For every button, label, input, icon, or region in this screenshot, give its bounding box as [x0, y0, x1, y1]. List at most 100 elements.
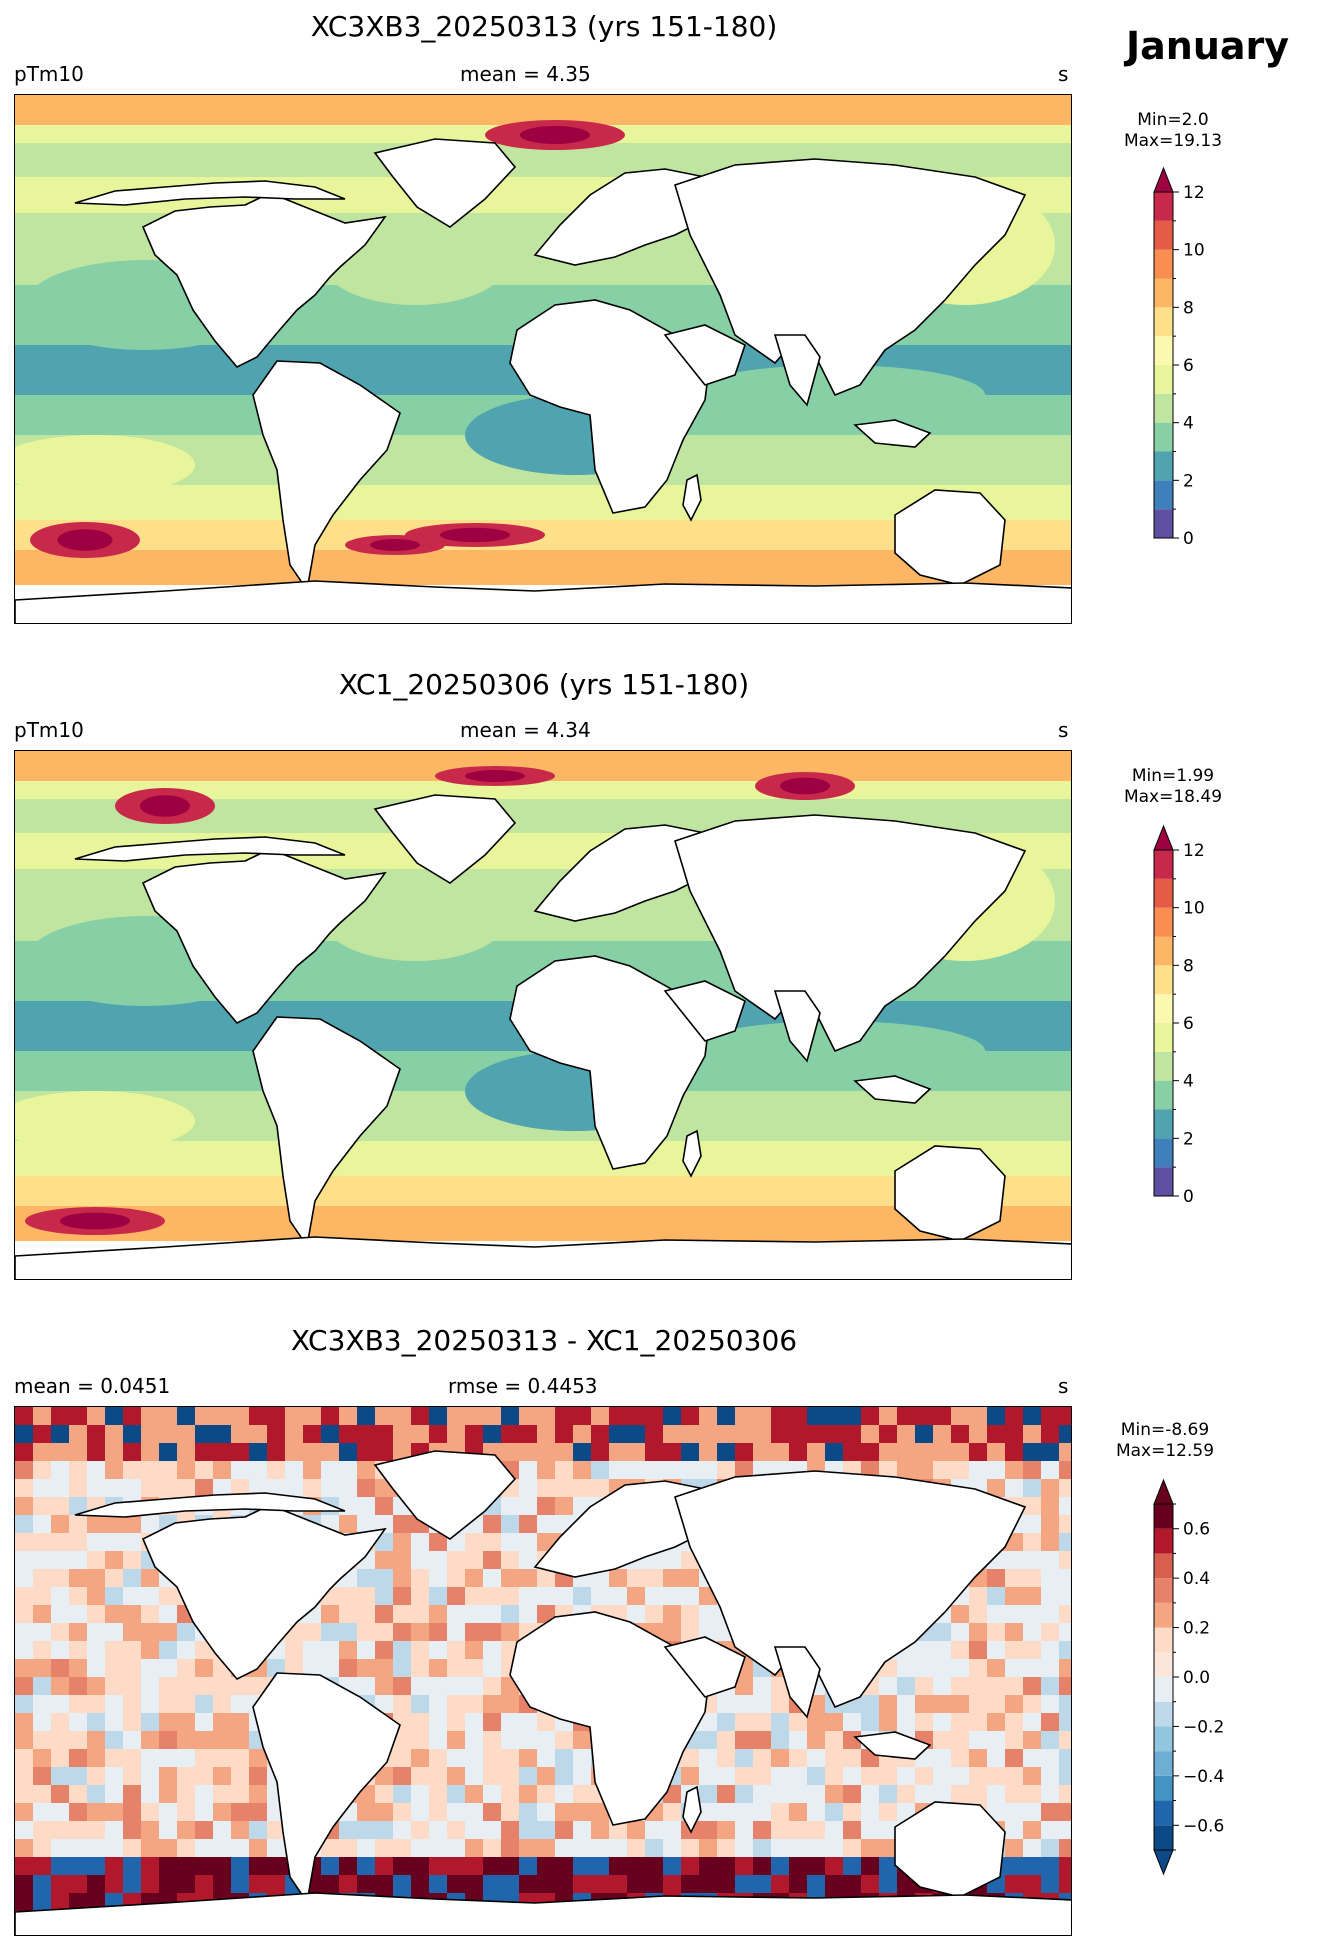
grid-cell — [771, 1695, 789, 1713]
grid-cell — [537, 1569, 555, 1587]
panel-2-mean-label: mean = 4.34 — [460, 718, 591, 742]
grid-cell — [915, 1677, 933, 1695]
grid-cell — [123, 1731, 141, 1749]
grid-cell — [519, 1443, 537, 1461]
grid-cell — [357, 1569, 375, 1587]
colorbar-segment — [1154, 936, 1173, 966]
grid-cell — [789, 1443, 807, 1461]
grid-cell — [1023, 1785, 1041, 1803]
grid-cell — [303, 1461, 321, 1479]
grid-cell — [465, 1569, 483, 1587]
grid-cell — [501, 1875, 519, 1893]
grid-cell — [33, 1425, 51, 1443]
grid-cell — [807, 1821, 825, 1839]
grid-cell — [411, 1785, 429, 1803]
grid-cell — [15, 1407, 33, 1425]
grid-cell — [861, 1695, 879, 1713]
grid-cell — [537, 1767, 555, 1785]
grid-cell — [537, 1605, 555, 1623]
grid-cell — [483, 1875, 501, 1893]
grid-cell — [1059, 1821, 1071, 1839]
grid-cell — [105, 1407, 123, 1425]
grid-cell — [51, 1443, 69, 1461]
colorbar-segment — [1154, 1726, 1173, 1752]
grid-cell — [645, 1875, 663, 1893]
grid-cell — [663, 1551, 681, 1569]
grid-cell — [159, 1767, 177, 1785]
grid-cell — [1059, 1857, 1071, 1875]
grid-cell — [1005, 1875, 1023, 1893]
grid-cell — [519, 1461, 537, 1479]
grid-cell — [987, 1443, 1005, 1461]
colorbar-tick-label: 0.0 — [1183, 1668, 1210, 1688]
grid-cell — [735, 1695, 753, 1713]
grid-cell — [231, 1785, 249, 1803]
grid-cell — [357, 1587, 375, 1605]
grid-cell — [159, 1461, 177, 1479]
colorbar-tick-label: 8 — [1183, 298, 1194, 318]
grid-cell — [933, 1713, 951, 1731]
grid-cell — [465, 1425, 483, 1443]
grid-cell — [375, 1677, 393, 1695]
grid-cell — [1005, 1767, 1023, 1785]
land-mass — [373, 794, 517, 884]
colorbar-tick-label: 6 — [1183, 1014, 1194, 1034]
grid-cell — [717, 1425, 735, 1443]
grid-cell — [51, 1767, 69, 1785]
grid-cell — [69, 1839, 87, 1857]
grid-cell — [33, 1515, 51, 1533]
grid-cell — [1023, 1497, 1041, 1515]
grid-cell — [735, 1857, 753, 1875]
grid-cell — [843, 1875, 861, 1893]
grid-cell — [51, 1551, 69, 1569]
grid-cell — [159, 1785, 177, 1803]
grid-cell — [483, 1623, 501, 1641]
grid-cell — [1041, 1659, 1059, 1677]
grid-cell — [627, 1407, 645, 1425]
grid-cell — [771, 1443, 789, 1461]
colorbar-tick-label: 6 — [1183, 356, 1194, 376]
colorbar-tick-label: 12 — [1183, 183, 1205, 203]
grid-cell — [825, 1749, 843, 1767]
colorbar-segment — [1154, 1109, 1173, 1139]
grid-cell — [393, 1695, 411, 1713]
grid-cell — [15, 1713, 33, 1731]
grid-cell — [123, 1857, 141, 1875]
grid-cell — [573, 1407, 591, 1425]
grid-cell — [159, 1875, 177, 1893]
grid-cell — [249, 1767, 267, 1785]
grid-cell — [969, 1767, 987, 1785]
grid-cell — [753, 1425, 771, 1443]
grid-cell — [555, 1443, 573, 1461]
grid-cell — [951, 1785, 969, 1803]
grid-cell — [1059, 1677, 1071, 1695]
grid-cell — [1005, 1749, 1023, 1767]
grid-cell — [123, 1425, 141, 1443]
grid-cell — [519, 1785, 537, 1803]
land-mass — [373, 1450, 517, 1540]
grid-cell — [105, 1839, 123, 1857]
grid-cell — [321, 1857, 339, 1875]
grid-cell — [1023, 1875, 1041, 1893]
grid-cell — [267, 1857, 285, 1875]
grid-cell — [915, 1695, 933, 1713]
grid-cell — [933, 1659, 951, 1677]
colorbar-segment — [1154, 451, 1173, 481]
grid-cell — [1059, 1461, 1071, 1479]
grid-cell — [465, 1677, 483, 1695]
grid-cell — [645, 1605, 663, 1623]
grid-cell — [537, 1785, 555, 1803]
grid-cell — [555, 1839, 573, 1857]
grid-cell — [15, 1875, 33, 1893]
land-mass — [74, 836, 346, 862]
land-mass — [674, 814, 1027, 1053]
grid-cell — [465, 1407, 483, 1425]
grid-cell — [195, 1713, 213, 1731]
grid-cell — [591, 1407, 609, 1425]
grid-cell — [159, 1857, 177, 1875]
grid-cell — [195, 1659, 213, 1677]
colorbar-segment — [1154, 1602, 1173, 1628]
grid-cell — [789, 1767, 807, 1785]
grid-cell — [15, 1785, 33, 1803]
grid-cell — [159, 1749, 177, 1767]
